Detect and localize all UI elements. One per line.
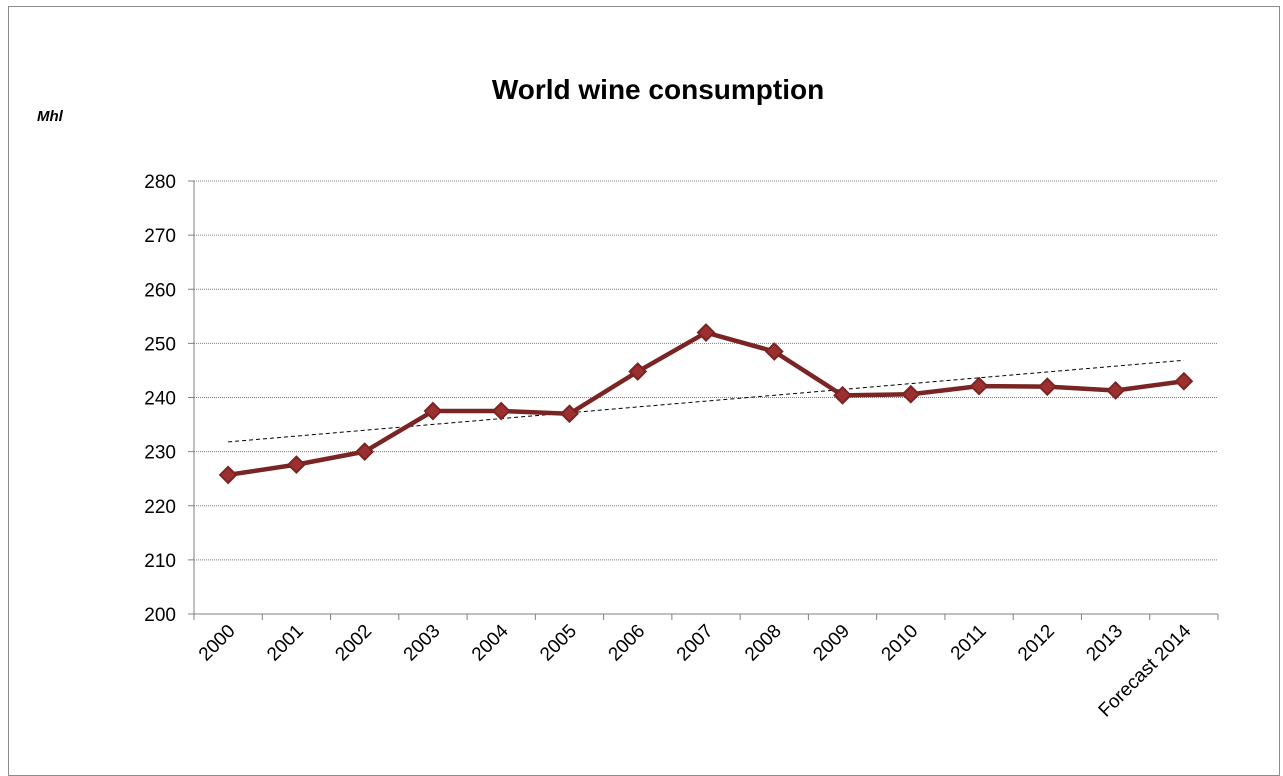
data-point-3 [423,401,443,421]
y-axis-unit-label: Mhl [37,108,64,125]
data-point-6 [628,362,648,381]
gridlines [194,180,1218,561]
data-point-14 [1174,371,1194,391]
x-tick-label-7: 2007 [673,621,718,666]
x-tick-label-9: 2009 [809,621,854,666]
data-point-10 [901,384,921,404]
data-point-0 [218,465,238,485]
data-point-9 [833,385,852,405]
x-tick-labels: 2000 2001 2002 2003 2004 2005 2006 2007 2008 2009… [195,620,1196,721]
data-point-13 [1106,381,1126,400]
x-tick-label-5: 2005 [536,621,581,666]
y-tick-label-250: 250 [144,334,176,355]
y-tick-label-280: 280 [144,172,176,193]
y-tick-label-210: 210 [144,551,176,572]
x-tick-label-2: 2002 [331,621,376,666]
y-tick-label-240: 240 [144,389,176,410]
x-tick-label-11: 2011 [947,621,991,665]
y-tick-label-230: 230 [144,443,176,464]
chart-frame [8,6,1280,776]
x-tick-label-8: 2008 [741,621,786,666]
x-tick-label-1: 2001 [263,621,308,666]
x-tick-label-13: 2013 [1082,621,1127,666]
trendline [228,359,1184,443]
x-tick-label-12: 2012 [1014,621,1059,666]
data-point-11 [969,376,989,396]
series-layer [218,323,1194,485]
x-tick-label-4: 2004 [468,620,513,665]
x-tick-label-0: 2000 [195,621,240,666]
x-tick-label-6: 2006 [605,621,650,666]
trendline-layer [228,359,1184,443]
data-point-2 [355,442,375,462]
y-tick-label-270: 270 [144,226,176,247]
axes [188,180,1219,620]
y-tick-labels: 200 210 220 230 240 250 260 270 280 [144,172,176,626]
data-point-8 [764,342,784,361]
x-tick-label-10: 2010 [878,621,923,666]
chart-title: World wine consumption [492,74,824,105]
data-point-1 [286,455,306,475]
data-point-7 [696,323,716,342]
x-tick-label-3: 2003 [400,621,445,666]
data-point-5 [560,404,579,424]
data-point-12 [1037,377,1057,397]
y-tick-label-200: 200 [144,605,176,626]
y-tick-label-260: 260 [144,280,176,301]
data-point-4 [491,401,511,421]
y-tick-label-220: 220 [144,497,176,518]
